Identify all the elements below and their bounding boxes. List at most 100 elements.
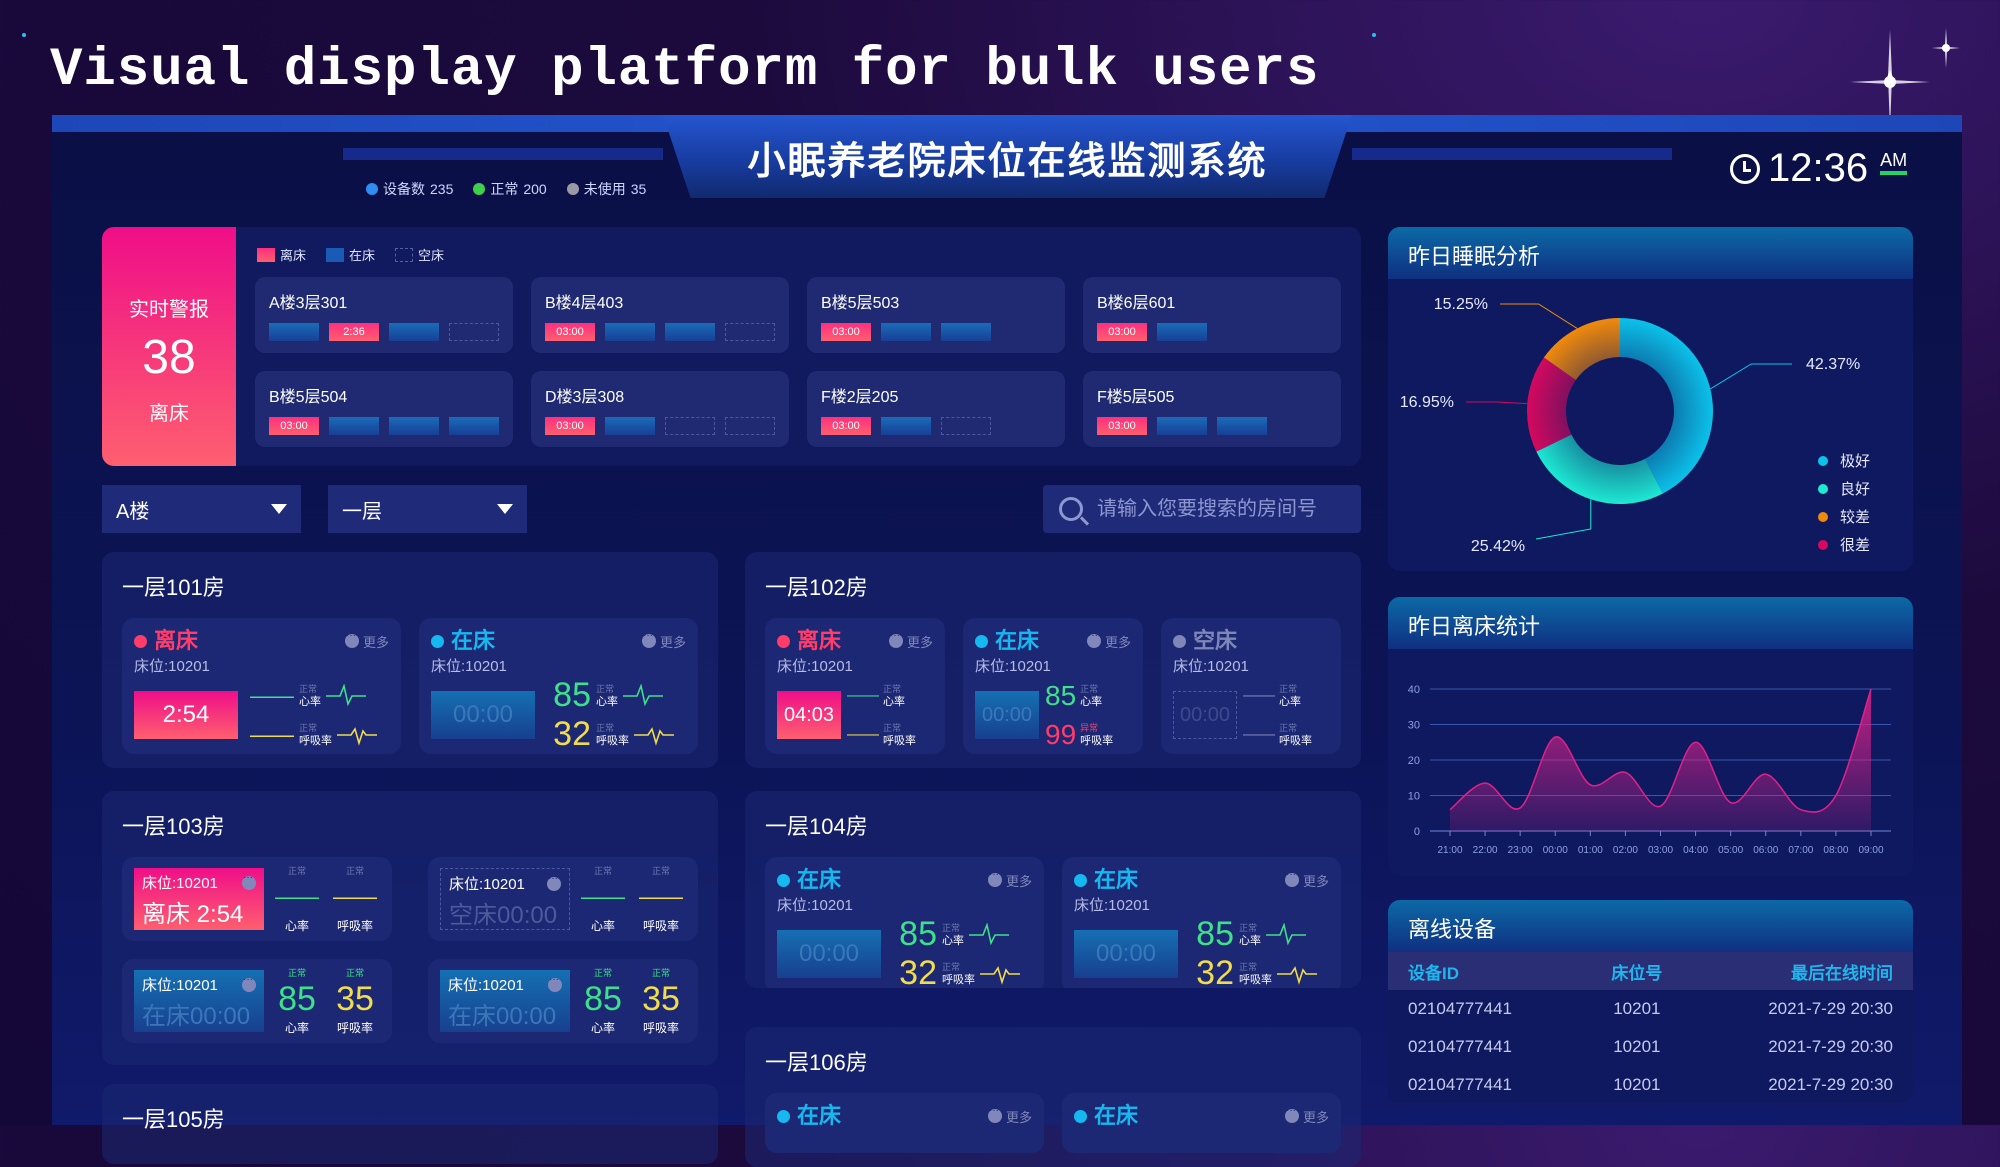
more-button[interactable] — [242, 974, 256, 995]
bed-box-header: 床位:10201 — [142, 974, 256, 995]
resp-rate-name: 呼吸率 — [336, 1021, 373, 1035]
bed-indicator-leave[interactable]: 03:00 — [545, 323, 595, 341]
bed-indicator-empty[interactable] — [665, 417, 715, 435]
more-button[interactable] — [242, 872, 256, 893]
resp-rate-value: —— — [1243, 726, 1275, 743]
heart-rate-label: 正常 心率 — [1080, 683, 1102, 709]
bed-indicator-in[interactable] — [881, 323, 931, 341]
resp-rate-name: 呼吸率 — [336, 919, 373, 933]
resp-rate-status-tag: 正常 — [345, 968, 364, 978]
bed-card[interactable]: 空床 床位:10201 00:00 —— 正常 心率 —— 正常 呼吸率 — [1161, 618, 1341, 754]
bed-indicator-in[interactable] — [389, 323, 439, 341]
alert-room-card[interactable]: D楼3层308 03:00 — [531, 371, 789, 447]
bed-card[interactable]: 床位:10201 空床00:00 正常 —— 心率 正常 —— 呼吸率 — [428, 857, 698, 941]
resp-rate-col: 正常 —— 呼吸率 — [330, 864, 380, 934]
alert-summary[interactable]: 实时警报 38 离床 — [102, 227, 236, 466]
resp-rate-col: 正常 —— 呼吸率 — [636, 864, 686, 934]
more-button[interactable]: 更多 — [888, 630, 933, 651]
bed-indicator-in[interactable] — [605, 417, 655, 435]
more-button[interactable]: 更多 — [1086, 630, 1131, 651]
bed-indicator-leave[interactable]: 03:00 — [821, 417, 871, 435]
alert-room-name: B楼4层403 — [545, 295, 624, 312]
offline-devices-title: 离线设备 — [1388, 900, 1913, 952]
bed-indicator-in[interactable] — [881, 417, 931, 435]
more-button[interactable]: 更多 — [344, 630, 389, 651]
bed-indicator-empty[interactable] — [941, 417, 991, 435]
bed-card[interactable]: 床位:10201 在床00:00 正常 85 心率 正常 35 呼吸率 — [122, 959, 392, 1043]
bed-indicator-leave[interactable]: 03:00 — [1097, 323, 1147, 341]
resp-rate-row: 32 正常 呼吸率 — [1190, 955, 1329, 988]
bed-indicator-leave[interactable]: 2:36 — [329, 323, 379, 341]
alert-room-card[interactable]: B楼5层504 03:00 — [255, 371, 513, 447]
bed-indicator-in[interactable] — [605, 323, 655, 341]
sleep-analysis-panel: 昨日睡眠分析 42.37% 25.42% 16.95% 15.25% 极好 良好 较差 很差 — [1388, 227, 1913, 571]
heart-rate-name: 心率 — [596, 695, 618, 708]
bed-status: 在床 — [975, 628, 1039, 654]
bed-indicator-leave[interactable]: 03:00 — [545, 417, 595, 435]
stat-label: 正常 — [490, 181, 519, 197]
floor-select[interactable]: 一层 — [328, 485, 527, 533]
bed-indicator-in[interactable] — [941, 323, 991, 341]
bed-card[interactable]: 在床 更多 — [765, 1093, 1044, 1153]
bed-indicator-leave[interactable]: 03:00 — [269, 417, 319, 435]
status-dot-icon — [134, 634, 147, 648]
bed-card[interactable]: 床位:10201 在床00:00 正常 85 心率 正常 35 呼吸率 — [428, 959, 698, 1043]
sparkle-icon — [1850, 28, 1960, 130]
alert-room-card[interactable]: B楼5层503 03:00 — [807, 277, 1065, 353]
bed-status-label: 离床 — [142, 901, 190, 928]
building-select[interactable]: A楼 — [102, 485, 301, 533]
alert-room-card[interactable]: F楼2层205 03:00 — [807, 371, 1065, 447]
table-row[interactable]: 02104777441 10201 2021-7-29 20:30 — [1388, 1066, 1913, 1103]
more-label: 更多 — [1302, 873, 1329, 889]
more-icon — [242, 872, 256, 890]
bed-card-header: 在床 更多 — [431, 628, 686, 654]
bed-indicator-in[interactable] — [665, 323, 715, 341]
more-button[interactable] — [547, 873, 561, 894]
more-button[interactable]: 更多 — [641, 630, 686, 651]
alert-room-card[interactable]: B楼6层601 03:00 — [1083, 277, 1341, 353]
more-button[interactable]: 更多 — [1284, 1105, 1329, 1126]
resp-rate-name: 呼吸率 — [299, 734, 332, 747]
room-search-input[interactable] — [1097, 497, 1337, 521]
bed-card[interactable]: 在床 更多 — [1062, 1093, 1341, 1153]
title-tab — [663, 115, 1352, 198]
stat-value: 235 — [430, 181, 454, 197]
bed-indicator-in[interactable] — [329, 417, 379, 435]
bed-indicator-empty[interactable] — [725, 323, 775, 341]
alert-room-beds: 03:00 — [545, 323, 775, 341]
more-icon — [1284, 869, 1299, 887]
legend-label: 很差 — [1840, 537, 1870, 554]
table-row[interactable]: 02104777441 10201 2021-7-29 20:30 — [1388, 990, 1913, 1028]
bed-indicator-leave[interactable]: 03:00 — [821, 323, 871, 341]
x-tick-label: 02:00 — [1613, 845, 1638, 856]
bed-indicator-in[interactable] — [1217, 417, 1267, 435]
bed-indicator-in[interactable] — [1157, 323, 1207, 341]
heart-rate-status-tag: 正常 — [1080, 683, 1099, 694]
more-button[interactable]: 更多 — [1284, 869, 1329, 890]
bed-indicator-empty[interactable] — [449, 323, 499, 341]
bed-indicator-in[interactable] — [269, 323, 319, 341]
bed-indicator-in[interactable] — [1157, 417, 1207, 435]
bed-indicator-empty[interactable] — [725, 417, 775, 435]
bed-number: 床位:10201 — [777, 658, 853, 675]
more-button[interactable] — [548, 974, 562, 995]
alert-room-card[interactable]: F楼5层505 03:00 — [1083, 371, 1341, 447]
sleep-analysis-title: 昨日睡眠分析 — [1388, 227, 1913, 279]
alert-room-card[interactable]: B楼4层403 03:00 — [531, 277, 789, 353]
bed-indicator-leave[interactable]: 03:00 — [1097, 417, 1147, 435]
bed-card[interactable]: 床位:10201 离床 2:54 正常 —— 心率 正常 —— 呼吸率 — [122, 857, 392, 941]
bed-indicator-in[interactable] — [389, 417, 439, 435]
bed-no: 10201 — [1613, 1075, 1661, 1094]
more-button[interactable]: 更多 — [987, 869, 1032, 890]
resp-rate-status-tag: 正常 — [299, 722, 318, 733]
table-row[interactable]: 02104777441 10201 2021-7-29 20:30 — [1388, 1028, 1913, 1066]
bed-indicator-in[interactable] — [449, 417, 499, 435]
more-button[interactable]: 更多 — [987, 1105, 1032, 1126]
alert-room-card[interactable]: A楼3层301 2:36 — [255, 277, 513, 353]
